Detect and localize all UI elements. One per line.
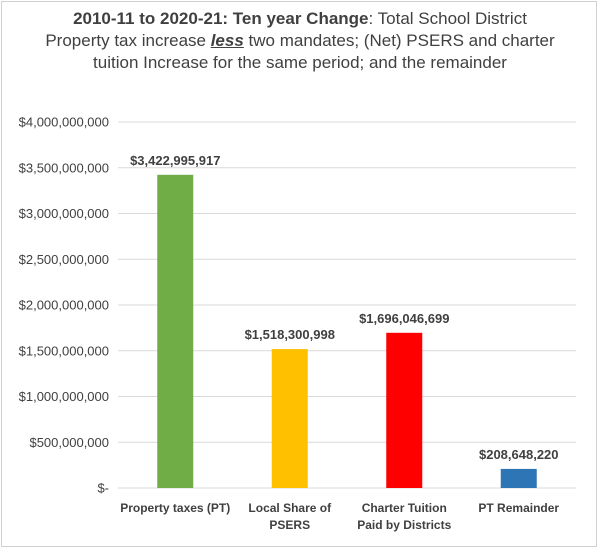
x-category-label: PT Remainder xyxy=(478,501,559,515)
bar xyxy=(157,174,194,488)
data-label: $3,422,995,917 xyxy=(130,153,220,168)
chart-title-text-2: two mandates; (Net) PSERS and charter tu… xyxy=(93,31,555,72)
data-label: $1,518,300,998 xyxy=(245,327,335,342)
bar xyxy=(386,332,423,488)
bars xyxy=(157,174,537,488)
x-category-label: Local Share of xyxy=(248,501,332,515)
x-category-label: Paid by Districts xyxy=(357,518,451,532)
data-labels: $3,422,995,917 $1,518,300,998 $1,696,046,6… xyxy=(130,153,558,462)
gridlines xyxy=(118,121,576,489)
y-tick-label: $3,500,000,000 xyxy=(19,160,109,175)
y-tick-label: $- xyxy=(97,481,109,496)
chart-title-text-1: : Total School District Property tax inc… xyxy=(45,9,527,50)
y-tick-label: $500,000,000 xyxy=(29,435,109,450)
y-tick-label: $2,000,000,000 xyxy=(19,298,109,313)
y-axis-tick-labels: $- $500,000,000 $1,000,000,000 $1,500,000,0… xyxy=(19,115,109,496)
x-category-label: PSERS xyxy=(269,518,310,532)
y-tick-label: $2,500,000,000 xyxy=(19,252,109,267)
y-tick-label: $3,000,000,000 xyxy=(19,206,109,221)
bar xyxy=(500,468,537,488)
bar xyxy=(271,349,308,488)
x-category-label: Charter Tuition xyxy=(362,501,447,515)
y-tick-label: $1,500,000,000 xyxy=(19,343,109,358)
data-label: $1,696,046,699 xyxy=(359,311,449,326)
y-tick-label: $4,000,000,000 xyxy=(19,115,109,130)
chart-title-emphasis: less xyxy=(210,31,244,50)
chart-title-bold: 2010-11 to 2020-21: Ten year Change xyxy=(73,9,369,28)
x-category-label: Property taxes (PT) xyxy=(120,501,230,515)
y-tick-label: $1,000,000,000 xyxy=(19,389,109,404)
x-axis-category-labels: Property taxes (PT) Local Share of PSERS Ch… xyxy=(120,501,559,532)
chart-title: 2010-11 to 2020-21: Ten year Change: Tot… xyxy=(40,8,560,74)
data-label: $208,648,220 xyxy=(479,447,559,462)
